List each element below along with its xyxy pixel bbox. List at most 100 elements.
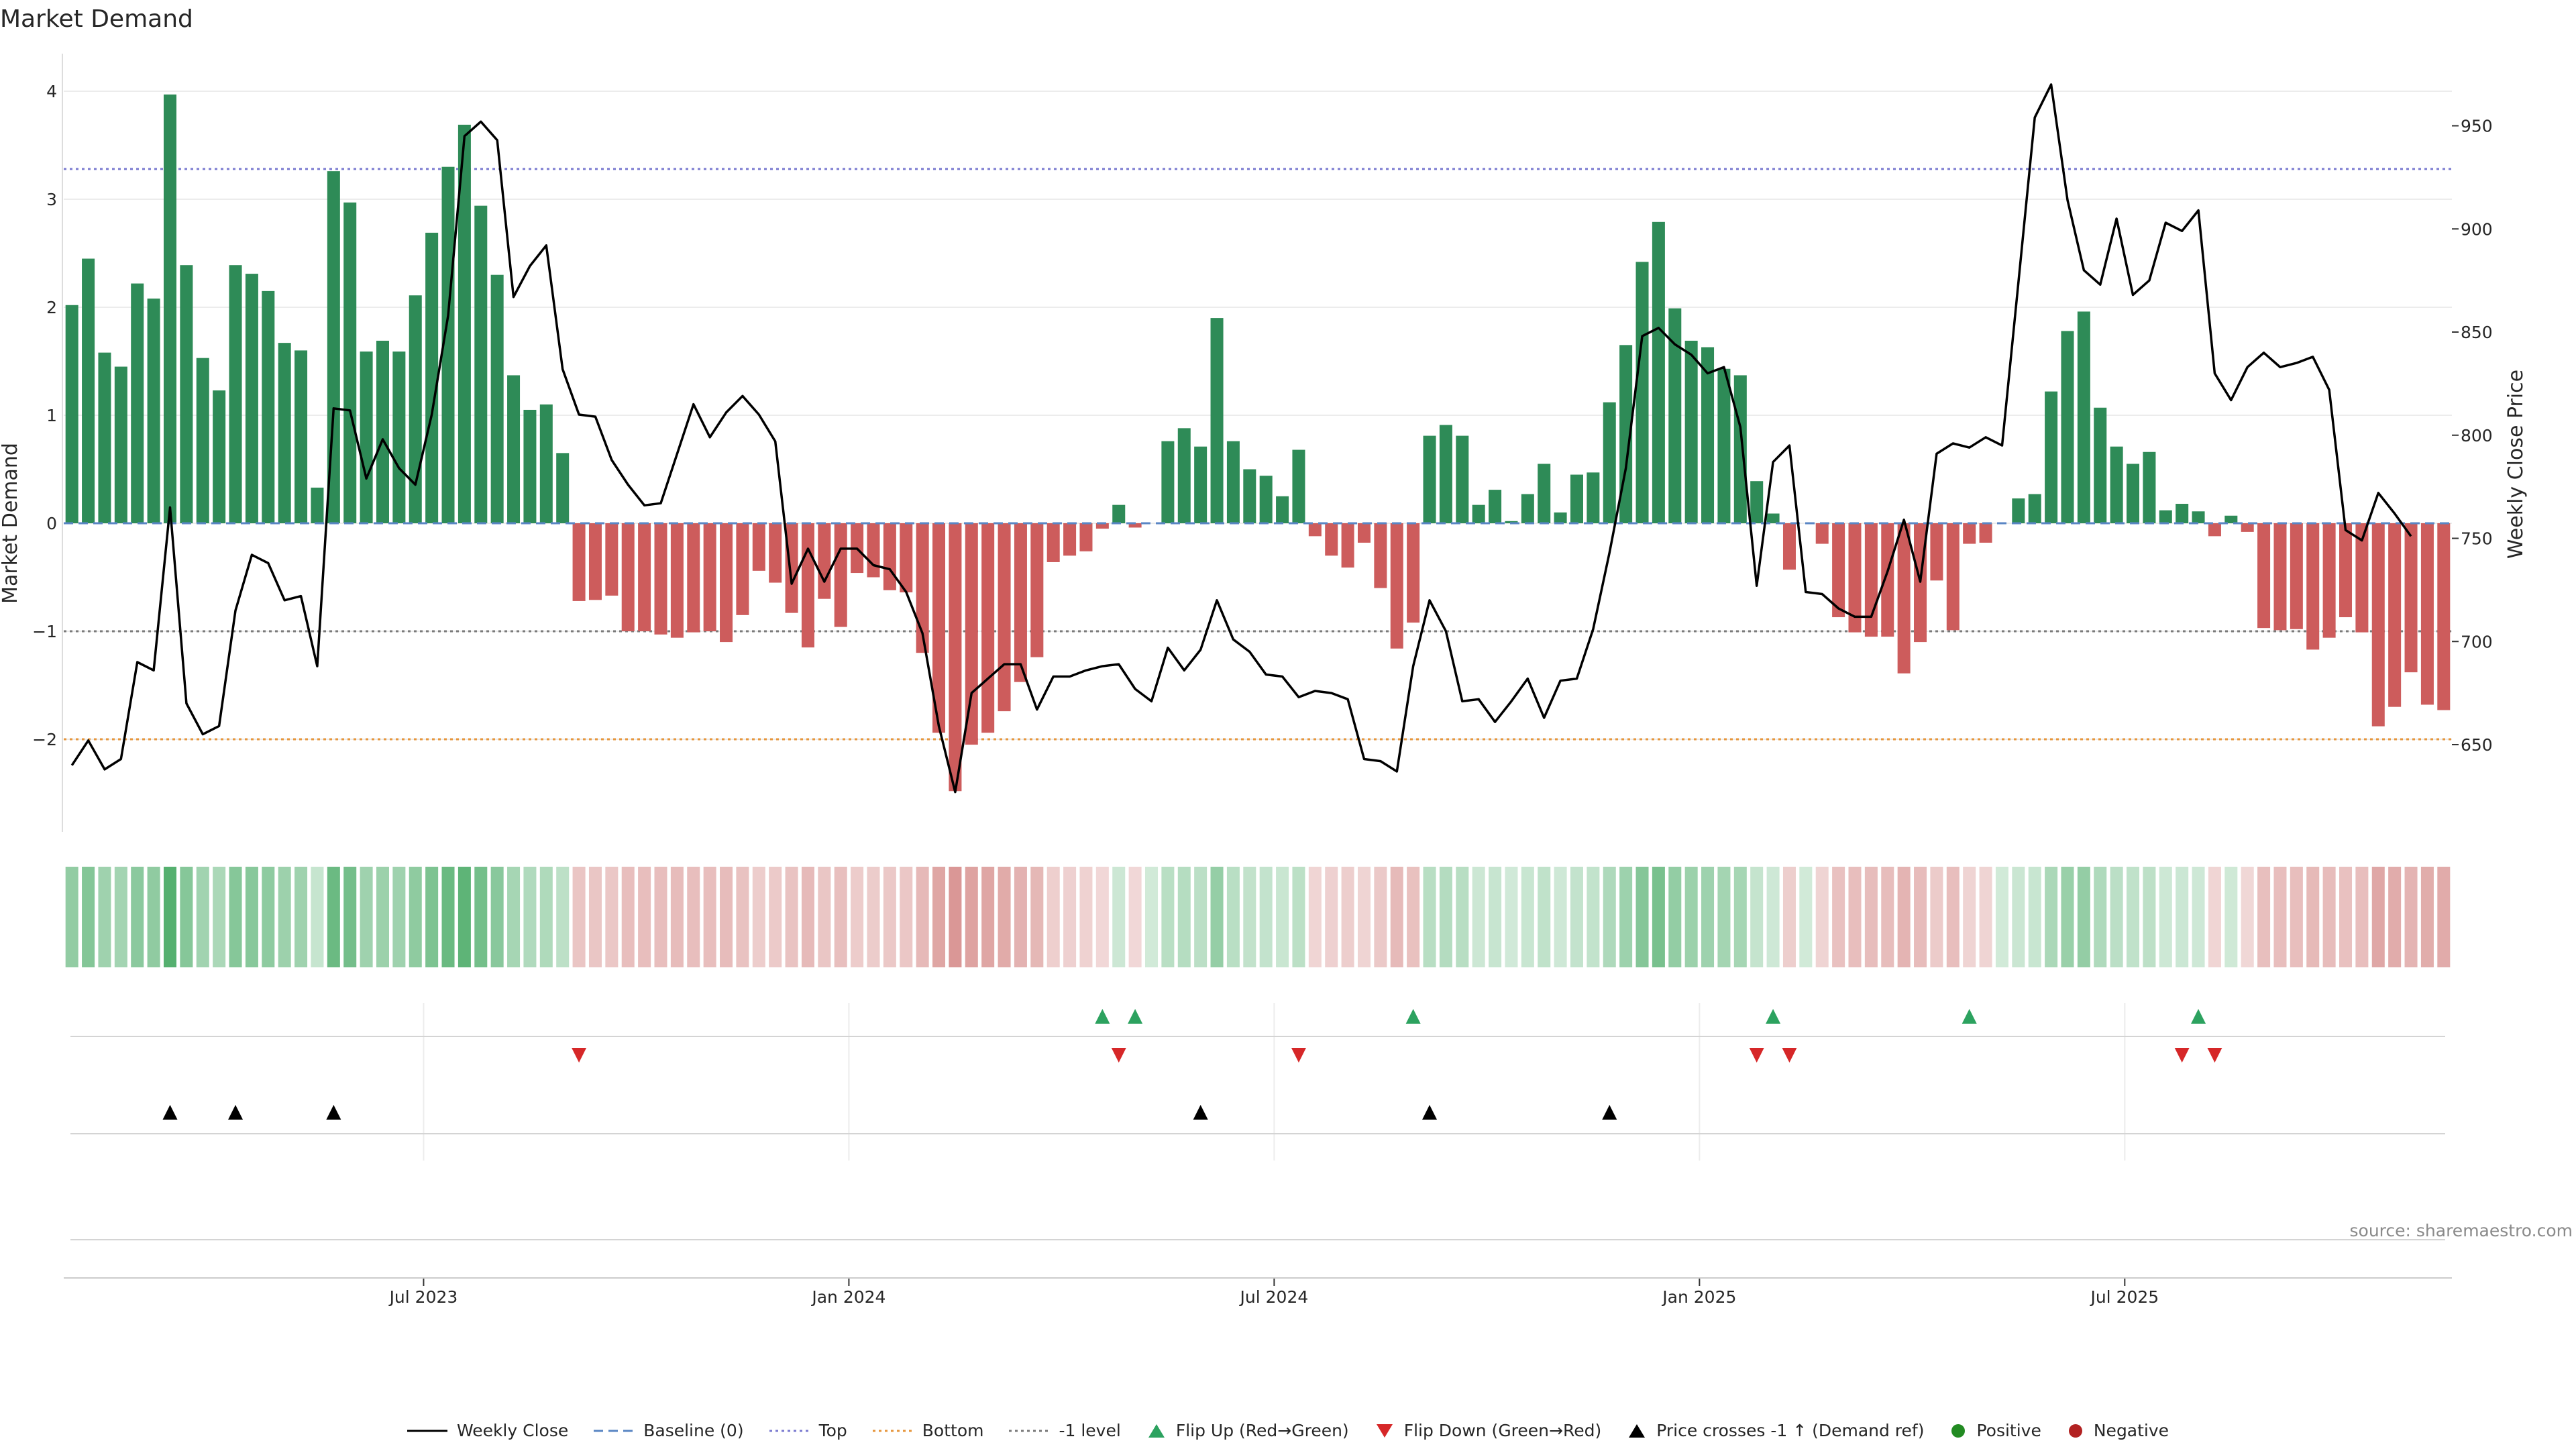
negative-dot-icon bbox=[2068, 1424, 2082, 1438]
flip-up-marker bbox=[1766, 1009, 1781, 1024]
demand-bar bbox=[1292, 449, 1305, 523]
heat-cell bbox=[801, 867, 814, 967]
flip-down-marker bbox=[1749, 1048, 1764, 1063]
heat-cell bbox=[1668, 867, 1682, 967]
heat-cell bbox=[1733, 867, 1747, 967]
x-tick-label: Jan 2024 bbox=[810, 1287, 885, 1307]
demand-bar bbox=[2355, 523, 2369, 633]
demand-bar bbox=[1226, 441, 1240, 523]
heat-cell bbox=[2322, 867, 2336, 967]
demand-bar bbox=[1456, 435, 1469, 523]
heat-cell bbox=[1554, 867, 1567, 967]
heat-cell bbox=[213, 867, 226, 967]
demand-bar bbox=[1963, 523, 1976, 544]
demand-bar bbox=[2371, 523, 2385, 727]
demand-bar bbox=[1848, 523, 1862, 633]
y2-tick-label: 700 bbox=[2461, 632, 2493, 651]
demand-bar bbox=[2257, 523, 2271, 629]
flip-down-marker bbox=[572, 1048, 587, 1063]
heat-cell bbox=[2127, 867, 2140, 967]
y2-tick-label: 900 bbox=[2461, 219, 2493, 239]
heat-cell bbox=[1717, 867, 1731, 967]
demand-bar bbox=[1881, 523, 1894, 637]
heat-cell bbox=[932, 867, 946, 967]
heat-cell bbox=[2290, 867, 2303, 967]
demand-bar bbox=[1390, 523, 1403, 649]
heat-cell bbox=[1259, 867, 1273, 967]
x-tick-label: Jul 2024 bbox=[1239, 1287, 1309, 1307]
heat-cell bbox=[785, 867, 798, 967]
heat-cell bbox=[1046, 867, 1060, 967]
demand-bar bbox=[507, 375, 521, 523]
heat-cell bbox=[2143, 867, 2156, 967]
heat-cell bbox=[1161, 867, 1175, 967]
demand-bar bbox=[2143, 451, 2156, 523]
heat-cell bbox=[1914, 867, 1927, 967]
demand-bar bbox=[1325, 523, 1338, 556]
demand-bar bbox=[1014, 523, 1027, 682]
demand-bar bbox=[245, 274, 258, 523]
heat-cell bbox=[229, 867, 242, 967]
heat-cell bbox=[2355, 867, 2369, 967]
heat-cell bbox=[1652, 867, 1665, 967]
demand-bar bbox=[556, 453, 570, 523]
demand-bar bbox=[1554, 512, 1567, 523]
demand-bar bbox=[1635, 262, 1649, 523]
heat-cell bbox=[2420, 867, 2434, 967]
heat-cell bbox=[1128, 867, 1142, 967]
heat-cell bbox=[2257, 867, 2271, 967]
flip-down-marker bbox=[2207, 1048, 2222, 1063]
legend: Weekly Close Baseline (0) Top Bottom -1 … bbox=[0, 1421, 2576, 1440]
heat-cell bbox=[1194, 867, 1208, 967]
demand-bar bbox=[1652, 221, 1665, 523]
heat-cell bbox=[1538, 867, 1551, 967]
heat-cell bbox=[2061, 867, 2074, 967]
heat-cell bbox=[1243, 867, 1256, 967]
demand-bar bbox=[2110, 446, 2123, 523]
y-tick-label: 3 bbox=[46, 190, 57, 209]
x-tick-label: Jul 2025 bbox=[2089, 1287, 2159, 1307]
demand-bar bbox=[1668, 308, 1682, 523]
demand-bar bbox=[1750, 481, 1764, 523]
flip-down-marker bbox=[1782, 1048, 1797, 1063]
heat-cell bbox=[949, 867, 962, 967]
legend-item-minus-one: -1 level bbox=[1009, 1421, 1121, 1440]
legend-label: -1 level bbox=[1059, 1421, 1121, 1440]
heat-cell bbox=[1946, 867, 1960, 967]
demand-bar bbox=[539, 404, 553, 523]
heat-cell bbox=[2388, 867, 2402, 967]
demand-bar bbox=[2159, 510, 2172, 523]
heat-cell bbox=[98, 867, 111, 967]
demand-bar bbox=[1766, 513, 1780, 523]
heat-cell bbox=[1325, 867, 1338, 967]
demand-bar bbox=[2388, 523, 2402, 707]
demand-bar bbox=[2290, 523, 2303, 629]
heat-cell bbox=[1881, 867, 1894, 967]
flip-down-marker bbox=[1291, 1048, 1306, 1063]
heat-cell bbox=[1848, 867, 1862, 967]
demand-bar bbox=[1161, 441, 1175, 523]
demand-bar bbox=[360, 352, 373, 523]
x-tick-label: Jan 2025 bbox=[1661, 1287, 1736, 1307]
heat-cell bbox=[1472, 867, 1485, 967]
heat-cell bbox=[2241, 867, 2254, 967]
heat-cell bbox=[1766, 867, 1780, 967]
demand-heat-strip bbox=[65, 867, 2451, 967]
heat-cell bbox=[1521, 867, 1534, 967]
heat-cell bbox=[1864, 867, 1878, 967]
heat-cell bbox=[2028, 867, 2041, 967]
heat-cell bbox=[2176, 867, 2189, 967]
legend-item-positive: Positive bbox=[1949, 1421, 2041, 1440]
y-tick-label: 1 bbox=[46, 406, 57, 425]
heat-cell bbox=[2404, 867, 2418, 967]
demand-bar bbox=[932, 523, 946, 733]
demand-bar bbox=[2028, 494, 2041, 523]
demand-bar bbox=[621, 523, 635, 631]
demand-bar bbox=[180, 265, 193, 523]
demand-bar bbox=[1946, 523, 1960, 631]
heat-cell bbox=[1177, 867, 1191, 967]
heat-cell bbox=[1292, 867, 1305, 967]
demand-bar bbox=[82, 258, 95, 523]
heat-cell bbox=[1832, 867, 1845, 967]
demand-bar bbox=[687, 523, 700, 633]
